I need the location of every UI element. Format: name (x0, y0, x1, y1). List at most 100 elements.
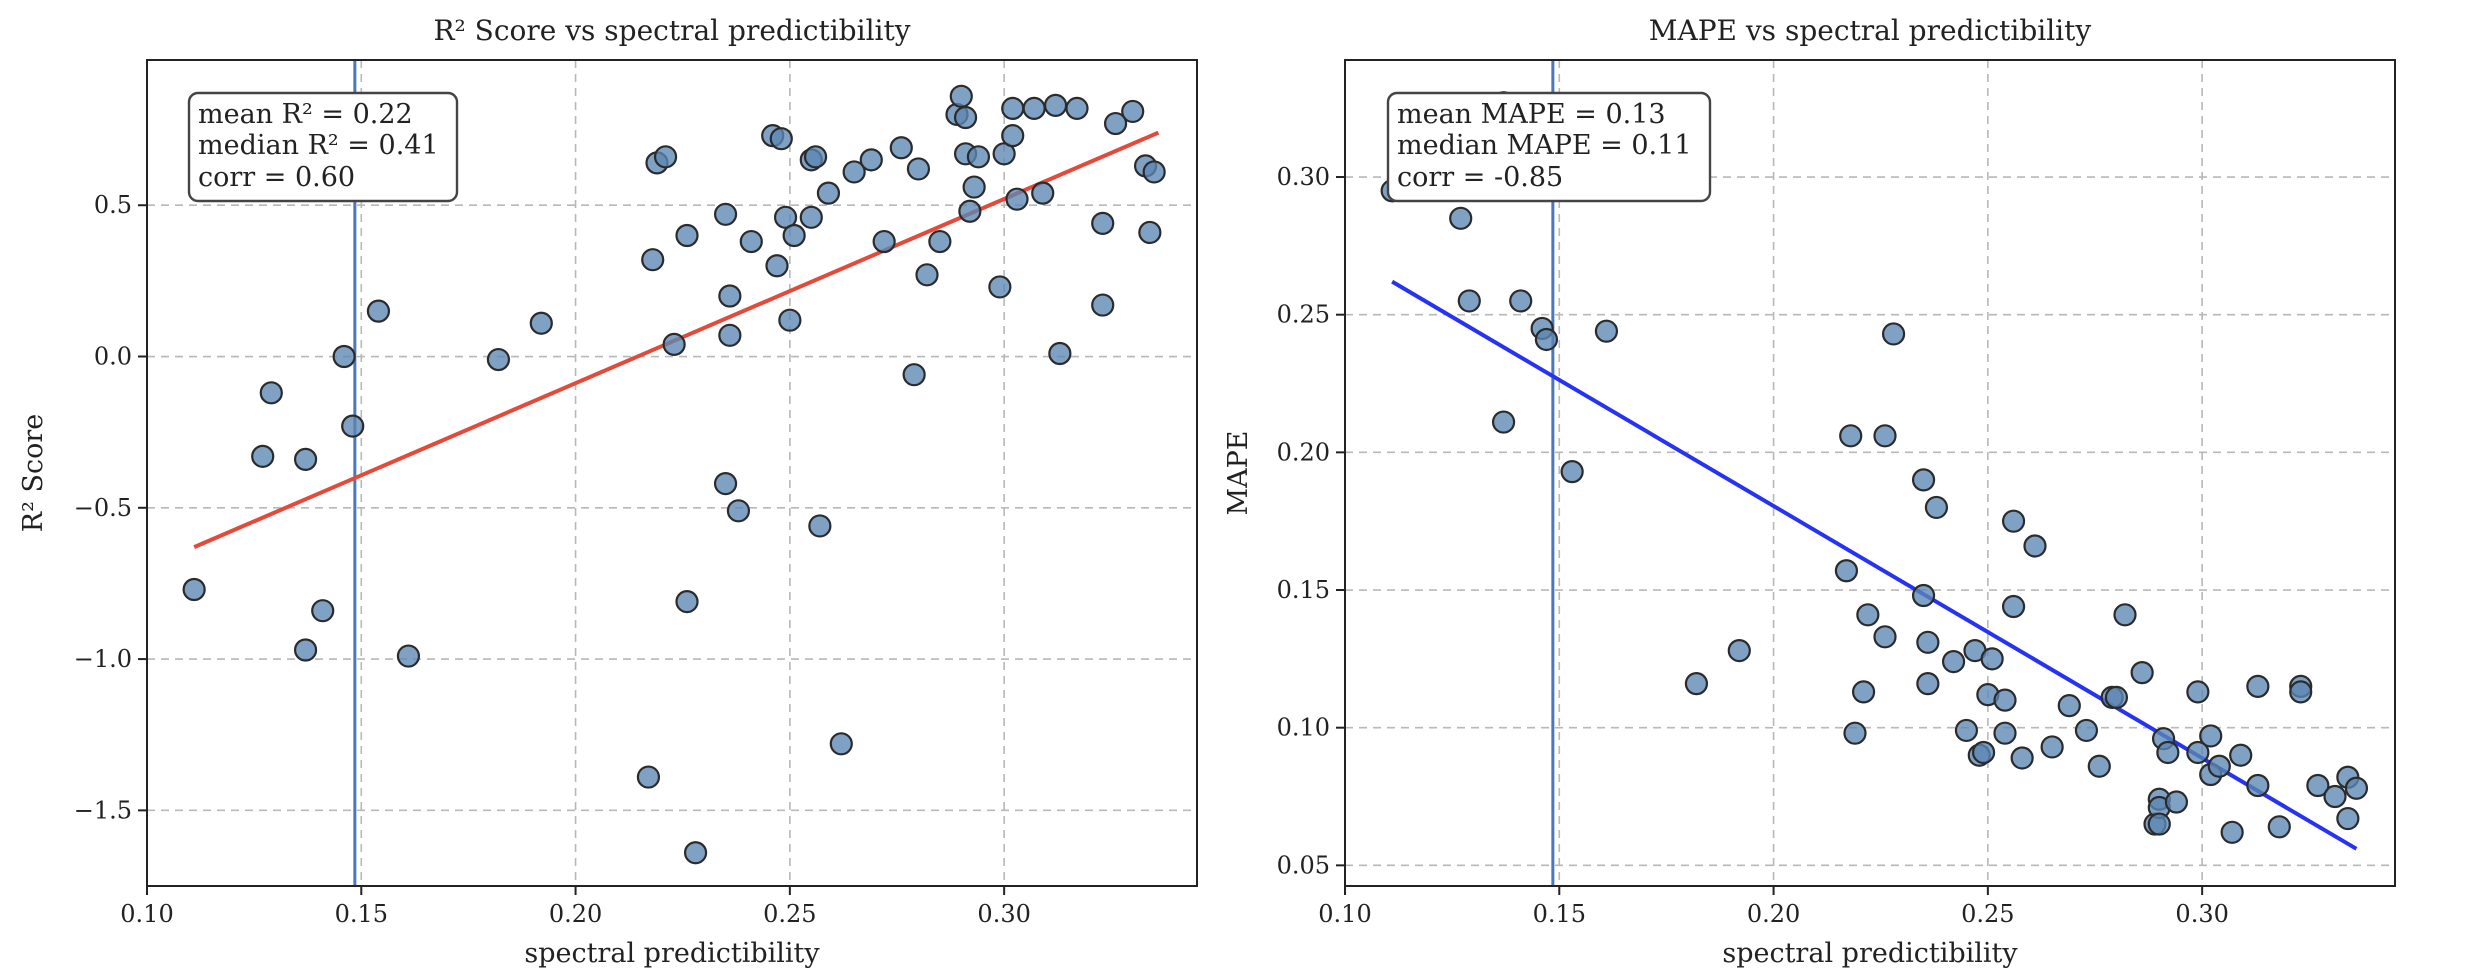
r2-data-point (636, 765, 661, 789)
r2-xtick-label: 0.15 (335, 900, 388, 928)
mape-data-point (1727, 638, 1751, 663)
r2-data-point (859, 148, 883, 172)
r2-data-point (1142, 160, 1166, 184)
r2-data-point (529, 311, 553, 335)
mape-data-point (1954, 718, 1979, 743)
r2-scatter-panel: R² Score vs spectral predictibility 0.10… (18, 14, 1198, 969)
r2-xtick-label: 0.20 (549, 900, 602, 928)
mape-ytick-label: 0.30 (1277, 163, 1330, 191)
mape-stat-mean: mean MAPE = 0.13 (1397, 99, 1666, 130)
r2-data-point (718, 323, 742, 347)
mape-xtick-label: 0.15 (1533, 900, 1586, 928)
r2-data-point (906, 157, 931, 181)
mape-ytick-label: 0.10 (1277, 714, 1330, 742)
r2-data-point (949, 84, 973, 108)
mape-data-point (1916, 630, 1940, 654)
r2-data-point (675, 223, 699, 248)
mape-xtick-label: 0.25 (1961, 900, 2014, 928)
mape-chart-title: MAPE vs spectral predictibility (1649, 14, 2092, 47)
r2-data-point (803, 145, 828, 169)
mape-data-point (1851, 680, 1876, 704)
r2-data-point (928, 229, 952, 254)
r2-data-point (293, 447, 318, 471)
mape-x-axis-label: spectral predictibility (1722, 938, 2018, 969)
mape-data-point (1834, 559, 1859, 583)
r2-data-point (1022, 96, 1046, 121)
r2-data-point (683, 841, 708, 865)
r2-points (182, 84, 1166, 865)
mape-ytick-label: 0.05 (1277, 851, 1330, 879)
mape-data-point (1873, 625, 1897, 649)
r2-data-point (726, 499, 751, 523)
mape-ytick-label: 0.20 (1277, 438, 1330, 466)
mape-data-point (2147, 812, 2171, 836)
r2-data-point (799, 205, 823, 229)
mape-data-point (1911, 583, 1936, 608)
r2-data-point (1031, 181, 1055, 205)
r2-data-point (1138, 220, 1162, 245)
r2-data-point (808, 514, 832, 538)
mape-data-point (2229, 743, 2253, 767)
r2-data-point (778, 308, 802, 332)
r2-data-point (486, 347, 511, 372)
r2-data-point (988, 275, 1012, 299)
r2-ytick-label: 0.0 (94, 343, 132, 371)
mape-data-point (2344, 776, 2369, 800)
mape-data-point (2164, 790, 2189, 814)
mape-data-point (2010, 746, 2034, 770)
r2-data-point (718, 284, 742, 308)
mape-data-point (1993, 688, 2017, 712)
r2-xtick-label: 0.25 (763, 900, 816, 928)
mape-data-point (1993, 721, 2017, 745)
mape-data-point (2186, 680, 2210, 704)
r2-ytick-label: 0.5 (94, 191, 132, 219)
mape-xtick-label: 0.30 (2175, 900, 2228, 928)
r2-data-point (332, 344, 356, 369)
mape-data-point (1873, 424, 1897, 448)
r2-ytick-label: −0.5 (74, 494, 132, 522)
r2-data-point (966, 145, 991, 169)
mape-stat-median: median MAPE = 0.11 (1397, 130, 1692, 161)
r2-data-point (366, 299, 391, 323)
r2-data-point (675, 589, 699, 614)
r2-data-point (1001, 96, 1025, 121)
mape-plot-frame (1344, 59, 2396, 887)
r2-data-point (653, 145, 678, 169)
r2-data-point (1091, 211, 1115, 235)
r2-data-point (953, 105, 978, 130)
r2-data-point (1103, 111, 1128, 136)
mape-data-point (2306, 773, 2330, 798)
r2-data-point (1001, 124, 1025, 148)
mape-data-point (2207, 754, 2231, 778)
r2-data-point (782, 223, 806, 248)
mape-data-point (1971, 740, 1996, 765)
r2-data-point (713, 202, 738, 226)
mape-xtick-label: 0.10 (1318, 900, 1371, 928)
mape-y-axis-label: MAPE (1223, 430, 1254, 515)
r2-data-point (872, 229, 896, 254)
r2-stat-median: median R² = 0.41 (198, 130, 439, 161)
mape-data-point (1881, 322, 1906, 346)
mape-data-point (1941, 650, 1966, 674)
mape-data-point (1534, 327, 1559, 352)
r2-data-point (341, 414, 365, 438)
r2-data-point (1091, 293, 1115, 317)
r2-x-axis-label: spectral predictibility (524, 938, 820, 969)
mape-data-point (2186, 740, 2210, 765)
mape-data-point (1449, 206, 1473, 230)
mape-data-point (1911, 468, 1936, 492)
r2-data-point (259, 381, 283, 405)
mape-xtick-label: 0.20 (1747, 900, 1800, 928)
mape-axis-ticks: 0.10 0.15 0.20 0.25 0.30 0.30 0.25 0.20 0.15 0.10… (1277, 163, 2229, 928)
r2-data-point (958, 199, 982, 223)
r2-data-point (962, 175, 986, 199)
mape-data-point (2130, 661, 2154, 685)
r2-data-point (1048, 341, 1072, 366)
mape-data-point (2087, 754, 2111, 778)
r2-data-point (396, 644, 421, 668)
r2-data-point (1005, 187, 1029, 211)
r2-data-point (769, 127, 793, 151)
mape-points (1380, 91, 2369, 844)
r2-plot-frame (146, 59, 1198, 887)
